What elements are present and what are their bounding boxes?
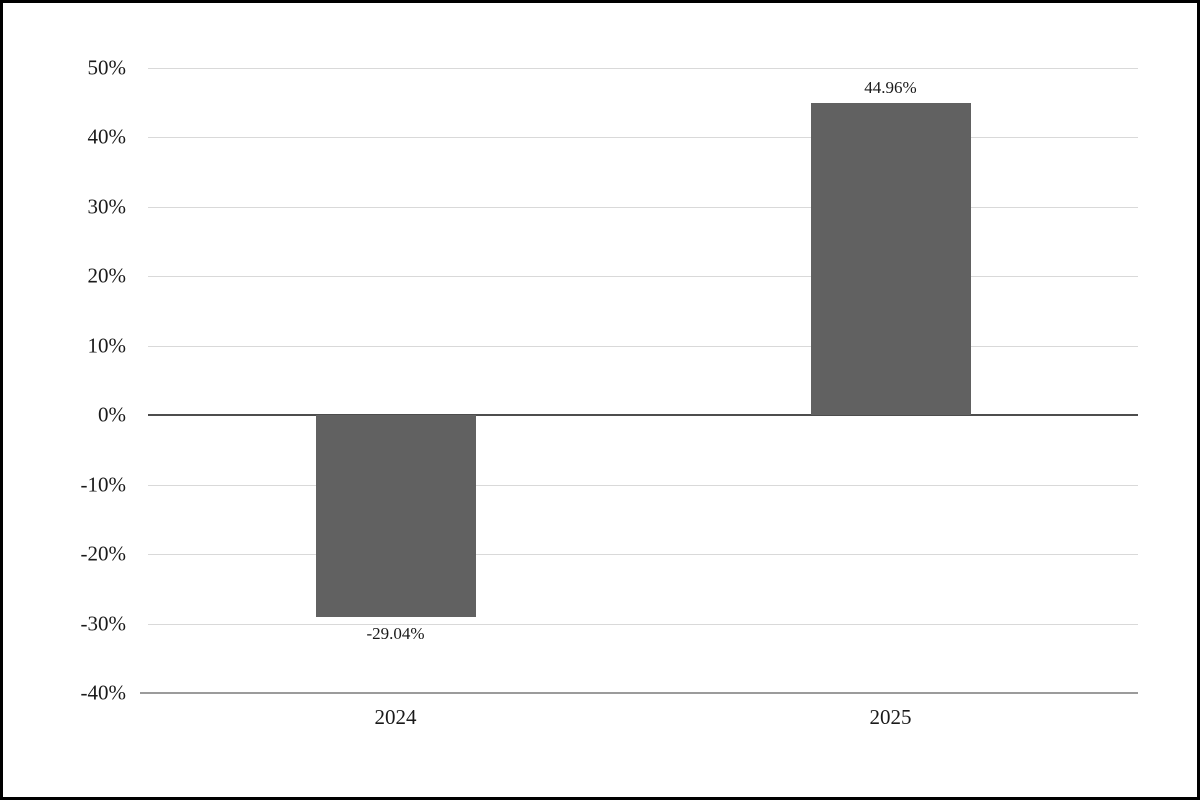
bar-value-label: 44.96%	[864, 78, 917, 97]
x-axis-line	[140, 692, 1138, 694]
y-tick-label: 40%	[87, 124, 127, 149]
bar-2024	[315, 415, 476, 617]
plot-area: -29.04% 44.96%	[140, 68, 1138, 694]
y-tick-label: 0%	[98, 402, 126, 427]
gridline	[148, 276, 1138, 278]
gridline	[148, 68, 1138, 69]
x-tick-label: 2025	[869, 705, 912, 729]
y-tick-label: -20%	[80, 541, 127, 566]
y-tick-label: 10%	[87, 333, 127, 358]
gridline	[148, 137, 1138, 139]
gridline	[148, 345, 1138, 347]
y-tick-label: -30%	[80, 611, 127, 636]
gridline	[148, 484, 1138, 486]
bar-2025	[810, 103, 971, 416]
y-tick-label: 50%	[87, 55, 127, 80]
y-tick-label: -10%	[80, 472, 127, 497]
y-tick-label: -40%	[80, 680, 127, 705]
gridline	[148, 623, 1138, 625]
x-tick-label: 2024	[374, 705, 417, 729]
y-tick-label: 20%	[87, 263, 127, 288]
gridline	[148, 206, 1138, 208]
zero-axis-line	[148, 414, 1138, 417]
gridline	[148, 554, 1138, 556]
bar-chart: 50% 40% 30% 20% 10% 0% -10% -20% -30% -40% -29.04…	[3, 3, 1197, 797]
y-tick-label: 30%	[87, 194, 127, 219]
bar-value-label: -29.04%	[366, 623, 425, 643]
